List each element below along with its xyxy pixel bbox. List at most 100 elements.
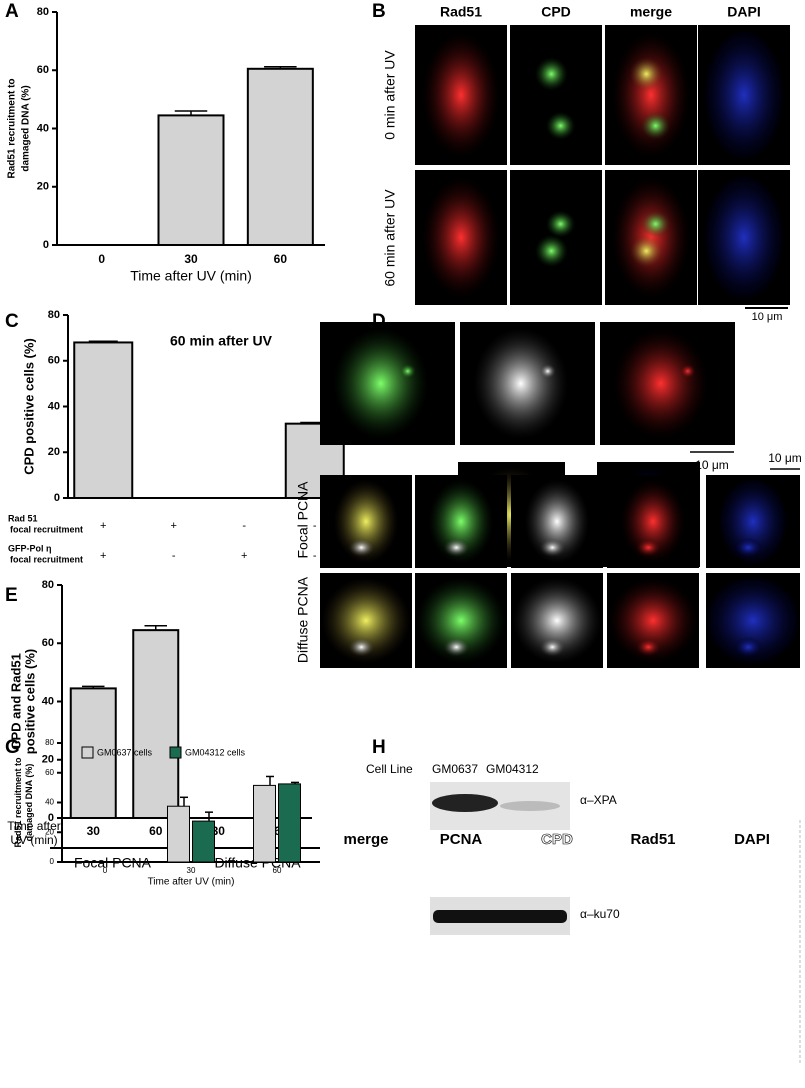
bar	[132, 629, 180, 819]
column-label: Rad51	[440, 4, 482, 20]
micrograph-signal	[443, 637, 470, 657]
x-tick-label: 30	[187, 866, 196, 875]
y-tick-label: 20	[37, 181, 49, 193]
micrograph-signal	[720, 479, 786, 564]
y-axis-label: CPD positive cells (%)	[21, 338, 36, 475]
row-label: Focal PCNA	[295, 481, 311, 559]
y-tick-label: 60	[45, 768, 54, 777]
micrograph-signal	[512, 577, 602, 664]
micrograph-signal	[443, 538, 470, 557]
micrograph-signal	[705, 176, 783, 299]
image-label: Rad 51	[606, 325, 645, 339]
image-label: CPD	[466, 325, 492, 339]
row-label: focal recruitment	[10, 554, 83, 564]
y-tick-label: 80	[45, 738, 54, 747]
micrograph-signal	[416, 577, 506, 664]
panel-letter: B	[372, 1, 386, 22]
panel-letter: A	[5, 1, 19, 22]
micrograph-signal	[534, 57, 568, 91]
x-axis-label: UV (min)	[10, 833, 57, 847]
row-value: -	[172, 550, 176, 562]
micrograph-signal	[333, 328, 428, 439]
micrograph-signal	[635, 637, 662, 657]
y-tick-label: 0	[54, 492, 60, 504]
micrograph-signal	[629, 234, 663, 268]
y-tick-label: 40	[45, 798, 54, 807]
row-label: focal recruitment	[10, 524, 83, 534]
x-axis-label: Time after UV (min)	[130, 268, 252, 284]
y-tick-label: 80	[42, 579, 54, 591]
micrograph-signal	[321, 577, 411, 664]
micrograph-signal	[608, 577, 698, 664]
y-tick-label: 0	[48, 812, 54, 824]
y-tick-label: 80	[37, 6, 49, 18]
x-tick-label: 0	[103, 866, 108, 875]
legend-swatch	[169, 746, 182, 759]
blot-header: GM04312	[486, 762, 539, 776]
micrograph-signal	[620, 479, 686, 564]
image-label: Merge	[462, 465, 492, 476]
row-value: -	[313, 520, 317, 532]
column-label: DAPI	[734, 831, 770, 848]
panel-letter: H	[372, 737, 386, 758]
row-value: -	[313, 550, 317, 562]
micrograph-signal	[705, 32, 783, 158]
panel-letter: C	[5, 311, 19, 332]
micrograph-signal	[524, 479, 590, 564]
row-label: 60 min after UV	[382, 189, 398, 287]
blot-band	[433, 910, 567, 923]
annotation: 60 min after UV	[170, 333, 273, 349]
micrograph-signal	[613, 328, 708, 439]
blot-header: GM0637	[432, 762, 478, 776]
column-label: CPD	[541, 4, 571, 20]
panel-letter: G	[5, 737, 20, 758]
y-tick-label: 60	[42, 637, 54, 649]
y-tick-label: 20	[45, 827, 54, 836]
micrograph-signal	[539, 538, 566, 557]
y-tick-label: 80	[48, 309, 60, 321]
x-tick-label: 60	[274, 252, 288, 266]
micrograph-signal	[640, 210, 671, 238]
y-tick-label: 60	[48, 355, 60, 367]
row-label: Diffuse PCNA	[295, 576, 311, 663]
micrograph-signal	[348, 538, 375, 557]
x-axis-label: Time after UV (min)	[148, 877, 235, 888]
bar	[157, 114, 225, 246]
micrograph-signal	[539, 637, 566, 657]
x-tick-label: 0	[98, 252, 105, 266]
column-label: PCNA	[440, 831, 483, 848]
y-axis-label: Rad51 recruitment to	[7, 78, 18, 178]
column-label: DAPI	[727, 4, 760, 20]
y-tick-label: 40	[48, 400, 60, 412]
bar	[192, 820, 215, 863]
row-value: +	[100, 520, 106, 532]
bar	[246, 67, 314, 246]
legend-label: GM0637 cells	[97, 747, 153, 757]
scale-label: 10 μm	[695, 458, 729, 472]
y-axis-label: damaged DNA (%)	[21, 85, 32, 171]
y-axis-label: Rad51 recruitment to	[13, 757, 23, 848]
row-value: +	[241, 550, 247, 562]
y-tick-label: 60	[37, 64, 49, 76]
micrograph-signal	[545, 210, 576, 238]
y-tick-label: 20	[48, 446, 60, 458]
micrograph-signal	[333, 479, 399, 564]
bar	[73, 341, 134, 500]
x-tick-label: 30	[87, 824, 101, 838]
y-axis-label: damaged DNA (%)	[24, 764, 34, 842]
micrograph-signal	[707, 577, 799, 664]
scale-label: 10 μm	[768, 451, 802, 465]
micrograph	[510, 25, 602, 165]
micrograph-signal	[422, 176, 500, 299]
micrograph-signal	[635, 538, 662, 557]
micrograph-signal	[473, 328, 568, 439]
micrograph-signal	[735, 538, 762, 557]
image-label: Dapi	[603, 465, 624, 476]
bar	[167, 805, 190, 863]
y-tick-label: 40	[37, 122, 49, 134]
row-value: +	[100, 550, 106, 562]
legend-swatch	[81, 746, 94, 759]
micrograph-signal	[534, 234, 568, 268]
micrograph-signal	[735, 637, 762, 657]
